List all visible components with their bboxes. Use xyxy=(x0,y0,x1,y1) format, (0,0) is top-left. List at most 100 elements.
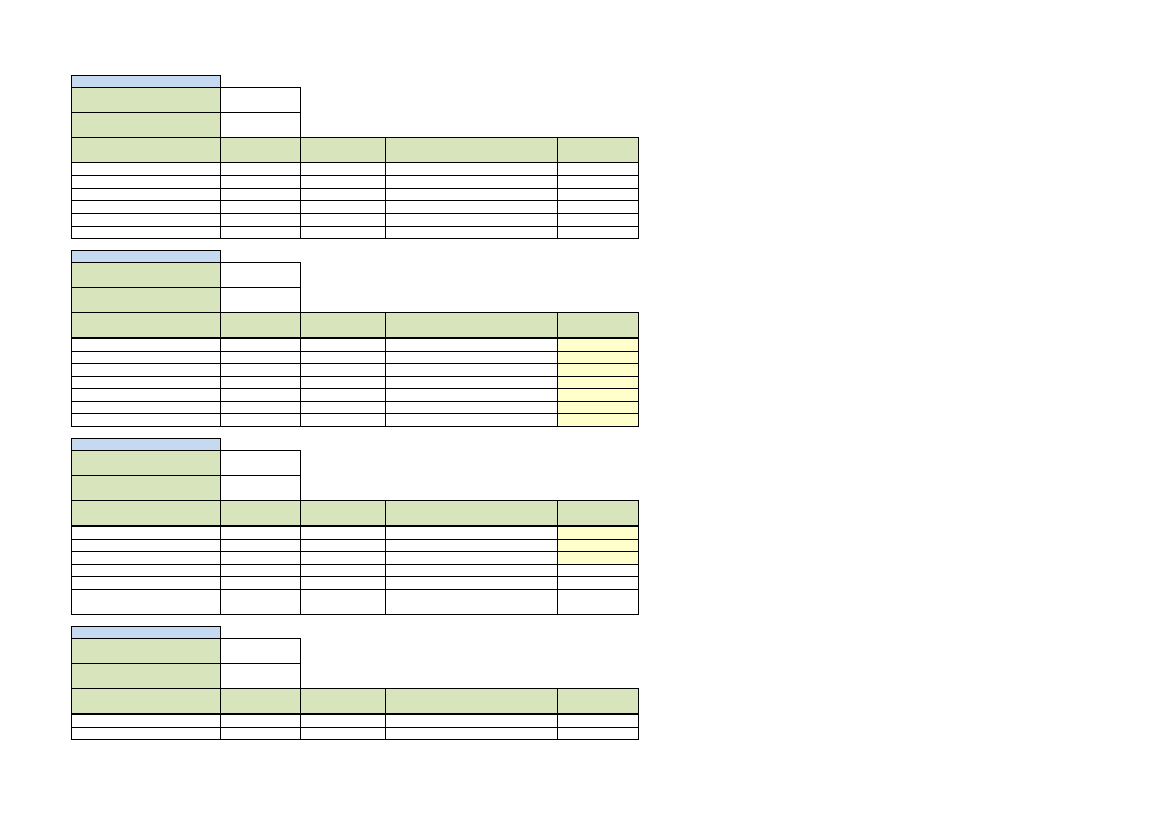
column-header xyxy=(557,688,639,714)
column-header xyxy=(557,312,639,338)
table-cell xyxy=(557,338,639,352)
table-cell xyxy=(300,363,386,377)
table-cell xyxy=(557,589,639,615)
table-cell xyxy=(220,226,301,239)
table-cell xyxy=(220,526,301,540)
table-cell xyxy=(385,200,558,214)
section-header xyxy=(71,626,221,639)
table-cell xyxy=(300,589,386,615)
table-cell xyxy=(385,175,558,189)
table-cell xyxy=(71,162,221,176)
label-cell xyxy=(71,450,221,476)
column-header xyxy=(71,500,221,526)
column-header xyxy=(300,500,386,526)
column-header xyxy=(385,500,558,526)
table-cell xyxy=(385,376,558,389)
column-header xyxy=(220,500,301,526)
table-cell xyxy=(220,576,301,590)
table-cell xyxy=(300,200,386,214)
input-cell xyxy=(220,262,301,288)
table-cell xyxy=(220,401,301,414)
column-header xyxy=(220,312,301,338)
table-cell xyxy=(71,551,221,565)
label-cell xyxy=(71,663,221,689)
table-cell xyxy=(385,714,558,728)
label-cell xyxy=(71,87,221,113)
table-cell xyxy=(557,351,639,364)
column-header xyxy=(71,137,221,163)
table-cell xyxy=(557,714,639,728)
table-cell xyxy=(557,401,639,414)
table-cell xyxy=(300,576,386,590)
input-cell xyxy=(220,638,301,664)
table-cell xyxy=(385,213,558,227)
table-cell xyxy=(385,338,558,352)
table-cell xyxy=(300,551,386,565)
table-cell xyxy=(220,388,301,402)
column-header xyxy=(71,688,221,714)
table-cell xyxy=(71,200,221,214)
table-cell xyxy=(71,213,221,227)
table-cell xyxy=(220,162,301,176)
input-cell xyxy=(220,287,301,313)
column-header xyxy=(385,137,558,163)
table-cell xyxy=(300,539,386,552)
table-cell xyxy=(71,539,221,552)
table-cell xyxy=(385,226,558,239)
table-cell xyxy=(557,413,639,427)
table-cell xyxy=(557,539,639,552)
table-cell xyxy=(385,576,558,590)
table-cell xyxy=(557,213,639,227)
table-cell xyxy=(220,376,301,389)
table-cell xyxy=(71,188,221,201)
section-header xyxy=(71,438,221,451)
table-cell xyxy=(385,162,558,176)
column-header xyxy=(385,688,558,714)
table-cell xyxy=(300,564,386,577)
table-cell xyxy=(71,363,221,377)
table-cell xyxy=(300,401,386,414)
table-cell xyxy=(220,188,301,201)
table-cell xyxy=(300,413,386,427)
table-cell xyxy=(300,388,386,402)
table-cell xyxy=(71,727,221,740)
column-header xyxy=(220,137,301,163)
table-cell xyxy=(71,714,221,728)
table-cell xyxy=(385,564,558,577)
column-header xyxy=(300,312,386,338)
table-cell xyxy=(385,526,558,540)
table-cell xyxy=(557,363,639,377)
table-cell xyxy=(300,175,386,189)
table-cell xyxy=(385,363,558,377)
table-cell xyxy=(300,226,386,239)
column-header xyxy=(557,137,639,163)
input-cell xyxy=(220,112,301,138)
table-cell xyxy=(385,188,558,201)
table-cell xyxy=(557,200,639,214)
table-cell xyxy=(557,175,639,189)
table-cell xyxy=(385,551,558,565)
column-header xyxy=(385,312,558,338)
table-cell xyxy=(71,576,221,590)
table-cell xyxy=(220,351,301,364)
table-cell xyxy=(71,564,221,577)
table-cell xyxy=(220,589,301,615)
table-cell xyxy=(71,413,221,427)
input-cell xyxy=(220,87,301,113)
table-cell xyxy=(71,226,221,239)
table-cell xyxy=(300,162,386,176)
table-cell xyxy=(385,727,558,740)
column-header xyxy=(557,500,639,526)
column-header xyxy=(220,688,301,714)
section-header xyxy=(71,250,221,263)
table-cell xyxy=(385,401,558,414)
table-cell xyxy=(300,351,386,364)
table-cell xyxy=(557,727,639,740)
table-cell xyxy=(71,338,221,352)
label-cell xyxy=(71,638,221,664)
table-cell xyxy=(557,162,639,176)
label-cell xyxy=(71,112,221,138)
table-cell xyxy=(71,526,221,540)
